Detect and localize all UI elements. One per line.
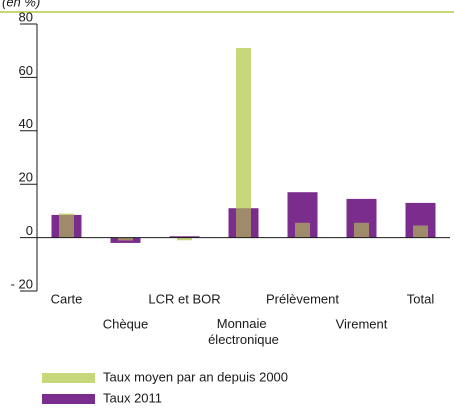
bar <box>236 48 251 238</box>
legend-swatch <box>42 394 95 404</box>
y-tick-label: 20 <box>19 170 33 185</box>
x-tick-label: Total <box>407 291 435 306</box>
y-tick-label: 40 <box>19 116 33 131</box>
bar-overlap <box>413 225 428 238</box>
y-tick-label: - 20 <box>11 276 33 291</box>
bar-overlap <box>354 222 369 238</box>
y-tick-label: 60 <box>19 63 33 78</box>
x-tick-label: Monnaie électronique <box>208 316 279 347</box>
y-tick-label: 80 <box>19 9 33 24</box>
bar <box>169 236 200 238</box>
bar-overlap <box>236 208 251 238</box>
legend-label: Taux moyen par an depuis 2000 <box>103 369 288 384</box>
chart-subtitle: (en %) <box>2 0 40 9</box>
bar-overlap <box>59 214 74 238</box>
x-tick-label: LCR et BOR <box>148 291 220 306</box>
bar <box>177 237 192 241</box>
legend-label: Taux 2011 <box>103 390 162 405</box>
x-tick-label: Prélèvement <box>266 291 339 306</box>
x-tick-label: Chèque <box>103 316 149 331</box>
bar-overlap <box>295 222 310 238</box>
x-tick-label: Virement <box>336 316 388 331</box>
y-tick-label: 0 <box>26 223 33 238</box>
bar-overlap <box>118 237 133 241</box>
x-tick-label: Carte <box>51 291 83 306</box>
legend-swatch <box>42 373 95 383</box>
